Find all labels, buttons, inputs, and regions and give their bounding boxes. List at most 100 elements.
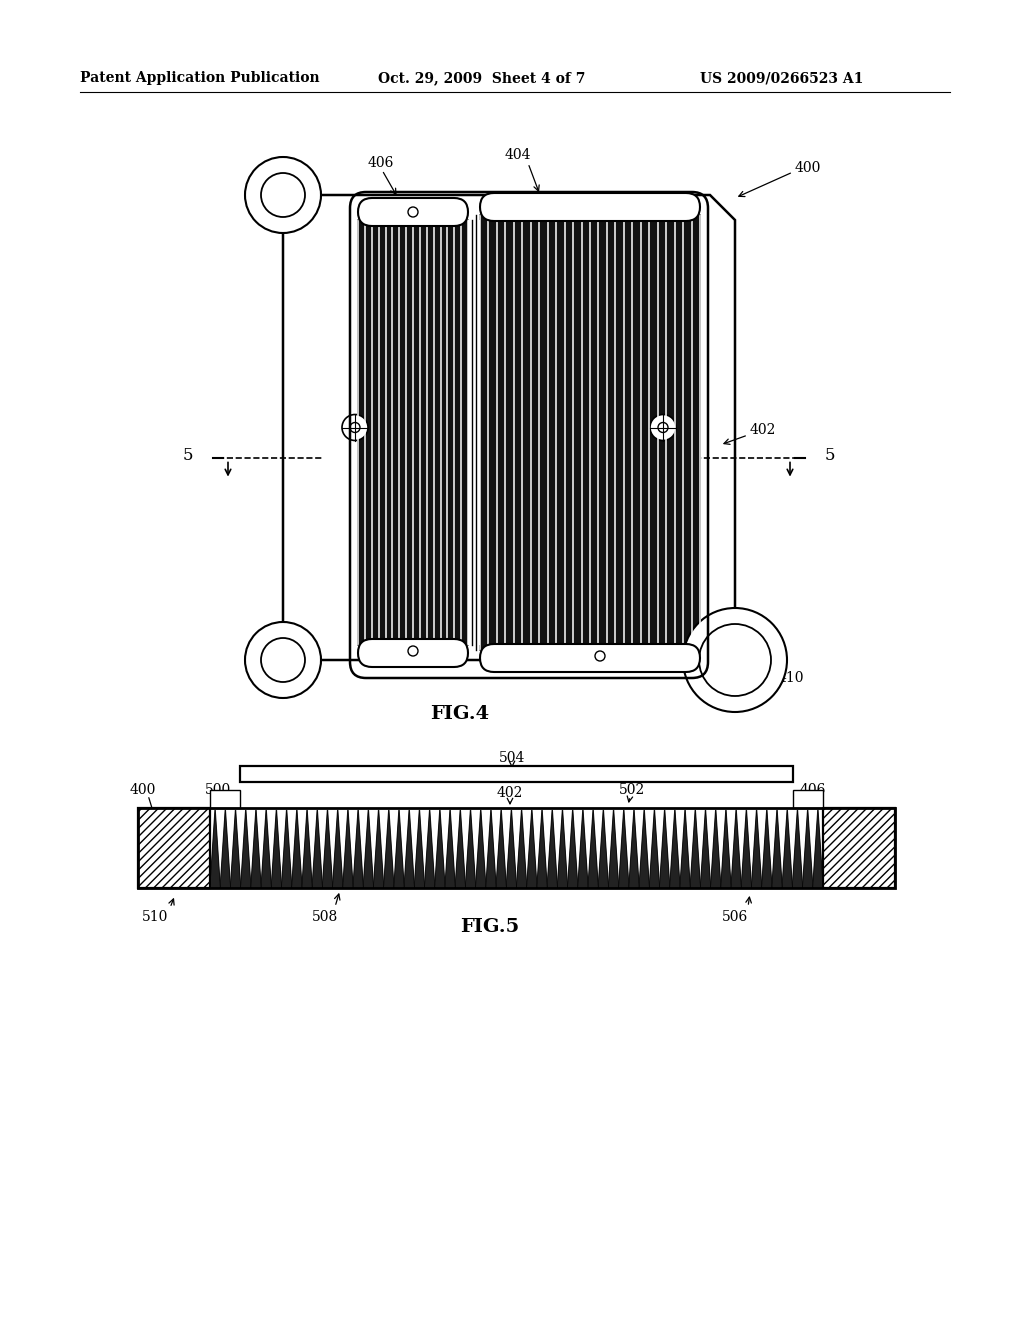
Text: 402: 402: [750, 422, 776, 437]
Polygon shape: [456, 810, 466, 888]
Polygon shape: [394, 810, 404, 888]
Polygon shape: [506, 810, 516, 888]
FancyBboxPatch shape: [358, 639, 468, 667]
Bar: [823, 808, 895, 888]
Polygon shape: [649, 810, 659, 888]
Text: 510: 510: [141, 909, 168, 924]
Circle shape: [683, 609, 787, 711]
Text: 408: 408: [515, 661, 542, 675]
Circle shape: [658, 422, 668, 433]
Polygon shape: [302, 810, 312, 888]
Circle shape: [650, 414, 676, 441]
Polygon shape: [435, 810, 445, 888]
Circle shape: [342, 414, 368, 441]
Text: 406: 406: [368, 156, 394, 170]
Polygon shape: [598, 810, 608, 888]
Polygon shape: [282, 810, 292, 888]
Polygon shape: [425, 810, 435, 888]
Polygon shape: [220, 810, 230, 888]
Polygon shape: [261, 810, 271, 888]
Polygon shape: [283, 195, 735, 660]
Polygon shape: [210, 810, 220, 888]
Polygon shape: [629, 810, 639, 888]
Polygon shape: [803, 810, 813, 888]
Polygon shape: [700, 810, 711, 888]
Polygon shape: [782, 810, 793, 888]
Bar: [793, 789, 823, 808]
Polygon shape: [741, 810, 752, 888]
Text: 500: 500: [205, 783, 231, 797]
Circle shape: [261, 638, 305, 682]
Polygon shape: [404, 810, 415, 888]
Text: Patent Application Publication: Patent Application Publication: [80, 71, 319, 84]
FancyBboxPatch shape: [480, 644, 700, 672]
Polygon shape: [670, 810, 680, 888]
Polygon shape: [374, 810, 384, 888]
Polygon shape: [241, 810, 251, 888]
Polygon shape: [537, 810, 547, 888]
Circle shape: [245, 622, 321, 698]
Polygon shape: [567, 810, 578, 888]
Circle shape: [699, 624, 771, 696]
Polygon shape: [813, 810, 823, 888]
Polygon shape: [384, 810, 394, 888]
Polygon shape: [680, 810, 690, 888]
Bar: [358, 220, 468, 645]
Circle shape: [595, 651, 605, 661]
Polygon shape: [466, 810, 475, 888]
Polygon shape: [230, 810, 241, 888]
Polygon shape: [415, 810, 425, 888]
Polygon shape: [793, 810, 803, 888]
Bar: [210, 808, 823, 888]
Bar: [138, 808, 895, 888]
FancyBboxPatch shape: [480, 193, 700, 220]
Polygon shape: [752, 810, 762, 888]
Circle shape: [261, 173, 305, 216]
Polygon shape: [557, 810, 567, 888]
Polygon shape: [772, 810, 782, 888]
Circle shape: [245, 157, 321, 234]
Circle shape: [408, 645, 418, 656]
Text: 5: 5: [182, 447, 194, 465]
Text: 506: 506: [722, 909, 749, 924]
Text: US 2009/0266523 A1: US 2009/0266523 A1: [700, 71, 863, 84]
Polygon shape: [323, 810, 333, 888]
Polygon shape: [588, 810, 598, 888]
Text: 400: 400: [795, 161, 821, 176]
Bar: [240, 766, 793, 781]
Text: 410: 410: [778, 671, 805, 685]
Text: FIG.5: FIG.5: [461, 917, 519, 936]
Polygon shape: [445, 810, 456, 888]
Bar: [138, 808, 210, 888]
Text: 504: 504: [499, 751, 525, 766]
Bar: [468, 220, 480, 645]
Polygon shape: [659, 810, 670, 888]
Polygon shape: [333, 810, 343, 888]
Text: 502: 502: [618, 783, 645, 797]
Polygon shape: [485, 810, 496, 888]
Text: Oct. 29, 2009  Sheet 4 of 7: Oct. 29, 2009 Sheet 4 of 7: [378, 71, 586, 84]
Polygon shape: [711, 810, 721, 888]
Polygon shape: [608, 810, 618, 888]
Polygon shape: [639, 810, 649, 888]
Circle shape: [408, 207, 418, 216]
Polygon shape: [721, 810, 731, 888]
Polygon shape: [292, 810, 302, 888]
Polygon shape: [251, 810, 261, 888]
Bar: [210, 789, 240, 808]
Polygon shape: [343, 810, 353, 888]
Polygon shape: [526, 810, 537, 888]
Text: 402: 402: [497, 785, 523, 800]
Polygon shape: [690, 810, 700, 888]
Polygon shape: [762, 810, 772, 888]
Polygon shape: [496, 810, 506, 888]
Polygon shape: [364, 810, 374, 888]
Circle shape: [350, 422, 360, 433]
Text: 400: 400: [130, 783, 157, 797]
Text: FIG.4: FIG.4: [430, 705, 489, 723]
Polygon shape: [547, 810, 557, 888]
FancyBboxPatch shape: [358, 198, 468, 226]
Text: 508: 508: [312, 909, 338, 924]
Polygon shape: [516, 810, 526, 888]
Polygon shape: [731, 810, 741, 888]
